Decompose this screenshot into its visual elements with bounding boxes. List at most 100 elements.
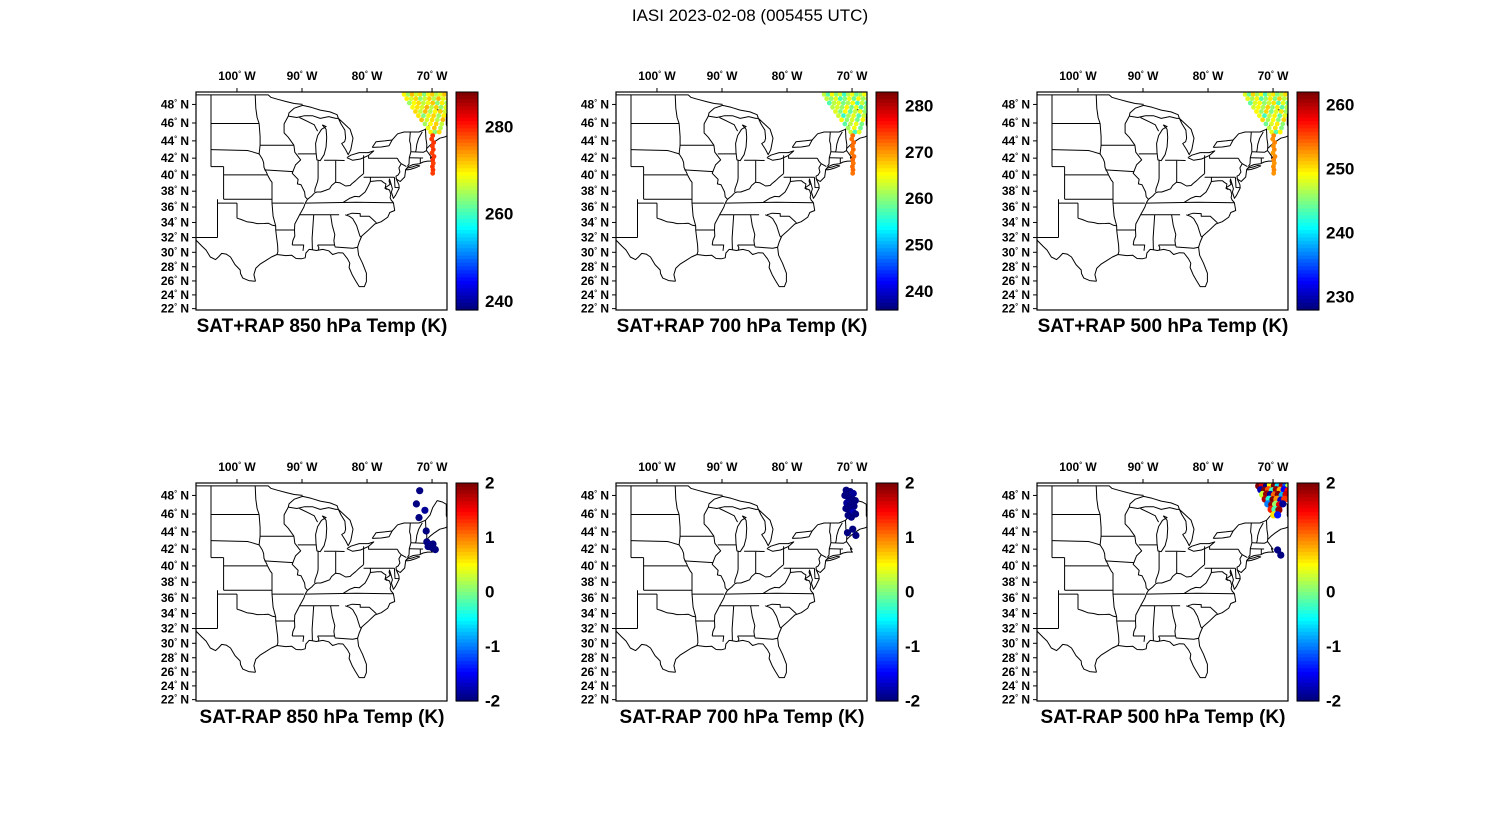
- tick-label: 26° N: [1002, 665, 1030, 679]
- tick-label: 80° W: [1193, 69, 1225, 83]
- tick-label: 40° N: [1002, 168, 1030, 182]
- tick-label: 22° N: [161, 693, 189, 707]
- map-svg-sat-plus-rap-500: 100° W 90° W 80° W 70° W 48° N 46° N 44° N 42° …: [1002, 69, 1355, 316]
- tick-label: 70° W: [837, 69, 869, 83]
- us-states-map: [616, 94, 867, 288]
- tick-label: 30° N: [1002, 636, 1030, 650]
- scatter-data: [401, 92, 447, 176]
- scatter-data: [412, 487, 439, 554]
- tick-label: 80° W: [352, 69, 384, 83]
- scatter-data: [841, 486, 860, 539]
- us-states-map: [196, 485, 447, 679]
- us-states-map: [1037, 94, 1288, 288]
- tick-label: 34° N: [161, 606, 189, 620]
- colorbar-tick-label: -2: [1326, 692, 1341, 708]
- tick-label: 90° W: [1128, 460, 1160, 474]
- tick-label: 100° W: [1059, 460, 1097, 474]
- tick-label: 28° N: [581, 651, 609, 665]
- tick-label: 38° N: [1002, 575, 1030, 589]
- axis-labels: 100° W 90° W 80° W 70° W 48° N 46° N 44° N 42° …: [1002, 69, 1289, 316]
- axes-box: [195, 91, 448, 311]
- tick-label: 44° N: [581, 525, 609, 539]
- tick-label: 32° N: [581, 231, 609, 245]
- map-svg-sat-minus-rap-850: 100° W 90° W 80° W 70° W 48° N 46° N 44° N 42° …: [161, 460, 500, 711]
- tick-label: 32° N: [161, 231, 189, 245]
- scatter-data: [821, 92, 867, 176]
- us-states-map: [616, 485, 867, 679]
- colorbar-tick-label: 260: [485, 205, 513, 224]
- colorbar-tick-label: 280: [485, 117, 513, 136]
- tick-label: 100° W: [638, 69, 676, 83]
- tick-label: 48° N: [161, 97, 189, 111]
- colorbar-tick-label: 280: [905, 96, 933, 115]
- panel-sat-minus-rap-850: 100° W 90° W 80° W 70° W 48° N 46° N 44° N 42° …: [140, 449, 520, 711]
- tick-label: 30° N: [161, 245, 189, 259]
- colorbar-tick-label: 260: [1326, 95, 1354, 114]
- colorbar-tick-label: 240: [905, 282, 933, 301]
- tick-label: 34° N: [1002, 606, 1030, 620]
- tick-label: 30° N: [581, 245, 609, 259]
- axes-box: [1036, 91, 1289, 311]
- axis-labels: 100° W 90° W 80° W 70° W 48° N 46° N 44° N 42° …: [581, 69, 868, 316]
- panel-sat-plus-rap-500: 100° W 90° W 80° W 70° W 48° N 46° N 44° N 42° …: [981, 58, 1361, 316]
- tick-label: 40° N: [161, 168, 189, 182]
- axes-box: [1036, 482, 1289, 702]
- panel-title-sat-plus-rap-500: SAT+RAP 500 hPa Temp (K): [1037, 316, 1289, 337]
- tick-label: 42° N: [1002, 151, 1030, 165]
- tick-label: 22° N: [581, 302, 609, 316]
- tick-label: 32° N: [1002, 231, 1030, 245]
- tick-label: 24° N: [161, 679, 189, 693]
- tick-label: 22° N: [1002, 693, 1030, 707]
- tick-label: 36° N: [1002, 200, 1030, 214]
- tick-label: 100° W: [218, 460, 256, 474]
- tick-label: 38° N: [1002, 184, 1030, 198]
- colorbar-tick-label: 1: [1326, 528, 1335, 547]
- tick-label: 46° N: [581, 507, 609, 521]
- tick-label: 100° W: [638, 460, 676, 474]
- tick-label: 36° N: [581, 200, 609, 214]
- colorbar-tick-label: 2: [485, 474, 494, 493]
- colorbar-tick-label: 0: [905, 583, 914, 602]
- tick-label: 90° W: [707, 69, 739, 83]
- tick-label: 70° W: [1258, 460, 1290, 474]
- tick-label: 24° N: [581, 288, 609, 302]
- tick-label: 80° W: [772, 460, 804, 474]
- tick-label: 48° N: [161, 488, 189, 502]
- colorbar-tick-label: -1: [485, 637, 500, 656]
- colorbar-tick-label: 250: [1326, 159, 1354, 178]
- tick-label: 70° W: [417, 69, 449, 83]
- tick-label: 40° N: [581, 559, 609, 573]
- tick-label: 34° N: [161, 215, 189, 229]
- tick-label: 90° W: [707, 460, 739, 474]
- tick-label: 44° N: [1002, 525, 1030, 539]
- tick-label: 90° W: [287, 69, 319, 83]
- axis-labels: 100° W 90° W 80° W 70° W 48° N 46° N 44° N 42° …: [161, 69, 448, 316]
- tick-label: 44° N: [1002, 134, 1030, 148]
- panel-sat-minus-rap-700: 100° W 90° W 80° W 70° W 48° N 46° N 44° N 42° …: [560, 449, 940, 711]
- tick-label: 34° N: [581, 215, 609, 229]
- axis-labels: 100° W 90° W 80° W 70° W 48° N 46° N 44° N 42° …: [581, 460, 868, 707]
- tick-label: 90° W: [1128, 69, 1160, 83]
- tick-label: 38° N: [161, 575, 189, 589]
- tick-label: 80° W: [352, 460, 384, 474]
- tick-label: 44° N: [161, 525, 189, 539]
- tick-label: 28° N: [581, 260, 609, 274]
- colorbar-tick-label: 240: [1326, 224, 1354, 243]
- tick-label: 44° N: [581, 134, 609, 148]
- tick-label: 30° N: [161, 636, 189, 650]
- tick-label: 38° N: [161, 184, 189, 198]
- tick-label: 26° N: [161, 274, 189, 288]
- tick-label: 42° N: [161, 542, 189, 556]
- tick-label: 28° N: [1002, 651, 1030, 665]
- tick-label: 48° N: [581, 97, 609, 111]
- tick-label: 46° N: [1002, 507, 1030, 521]
- tick-label: 38° N: [581, 184, 609, 198]
- panel-title-sat-minus-rap-850: SAT-RAP 850 hPa Temp (K): [199, 707, 445, 728]
- tick-label: 32° N: [1002, 622, 1030, 636]
- tick-label: 36° N: [581, 591, 609, 605]
- tick-label: 80° W: [1193, 460, 1225, 474]
- axes-box: [615, 482, 868, 702]
- tick-label: 28° N: [161, 651, 189, 665]
- us-states-map: [1037, 485, 1288, 679]
- tick-label: 28° N: [161, 260, 189, 274]
